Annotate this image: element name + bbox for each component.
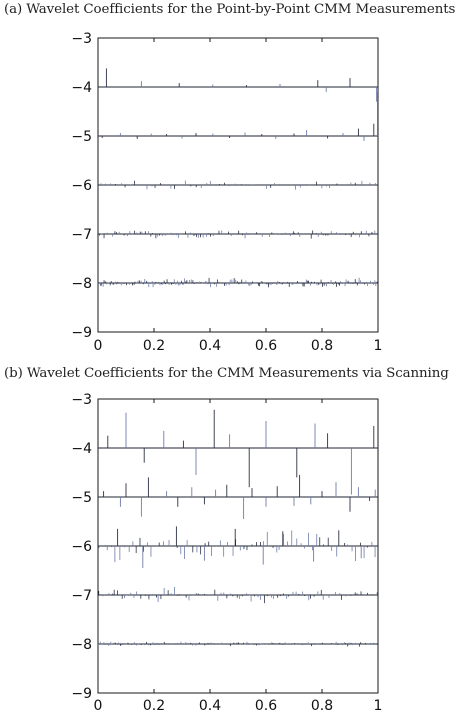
y-tick-label: −3 (71, 392, 92, 408)
y-tick-label: −7 (71, 227, 92, 243)
coefficient-level-4 (98, 409, 378, 495)
y-tick-label: −6 (71, 178, 92, 194)
y-tick-label: −5 (71, 129, 92, 145)
y-tick-label: −9 (71, 686, 92, 702)
y-tick-label: −8 (71, 276, 92, 292)
x-tick-label: 0.8 (311, 338, 333, 354)
x-tick-label: 0.4 (199, 698, 221, 711)
coefficient-level-7 (98, 587, 378, 604)
coefficient-level-5 (98, 474, 378, 520)
coefficient-level-4 (98, 68, 378, 102)
y-tick-label: −9 (71, 325, 92, 341)
x-tick-label: 1 (374, 698, 383, 711)
x-tick-label: 1 (374, 338, 383, 354)
y-tick-label: −7 (71, 588, 92, 604)
coefficient-level-7 (98, 230, 378, 239)
coefficient-level-6 (98, 526, 378, 569)
chart-a-title: (a) Wavelet Coefficients for the Point-b… (4, 2, 456, 17)
x-tick-label: 0 (94, 338, 103, 354)
y-tick-label: −4 (71, 441, 92, 457)
coefficient-level-5 (98, 91, 378, 141)
x-tick-label: 0.2 (143, 338, 165, 354)
chart-a-plot: −3 −4 −5 −6 −7 −8 −90 0.2 0.4 0.6 0.8 1 (71, 31, 382, 354)
chart-b-plot: −3 −4 −5 −6 −7 −8 −90 0.2 0.4 0.6 0.8 1 (71, 392, 382, 711)
x-tick-label: 0.6 (255, 338, 277, 354)
coefficient-level-8 (98, 277, 378, 288)
coefficient-level-8 (98, 641, 378, 647)
x-tick-label: 0.2 (143, 698, 165, 711)
x-tick-label: 0.8 (311, 698, 333, 711)
x-tick-label: 0.6 (255, 698, 277, 711)
y-tick-label: −8 (71, 637, 92, 653)
chart-b-title: (b) Wavelet Coefficients for the CMM Mea… (4, 366, 449, 381)
y-tick-label: −6 (71, 539, 92, 555)
coefficient-level-6 (98, 180, 378, 190)
x-tick-label: 0.4 (199, 338, 221, 354)
y-tick-label: −4 (71, 80, 92, 96)
y-tick-label: −3 (71, 31, 92, 47)
y-tick-label: −5 (71, 490, 92, 506)
x-tick-label: 0 (94, 698, 103, 711)
